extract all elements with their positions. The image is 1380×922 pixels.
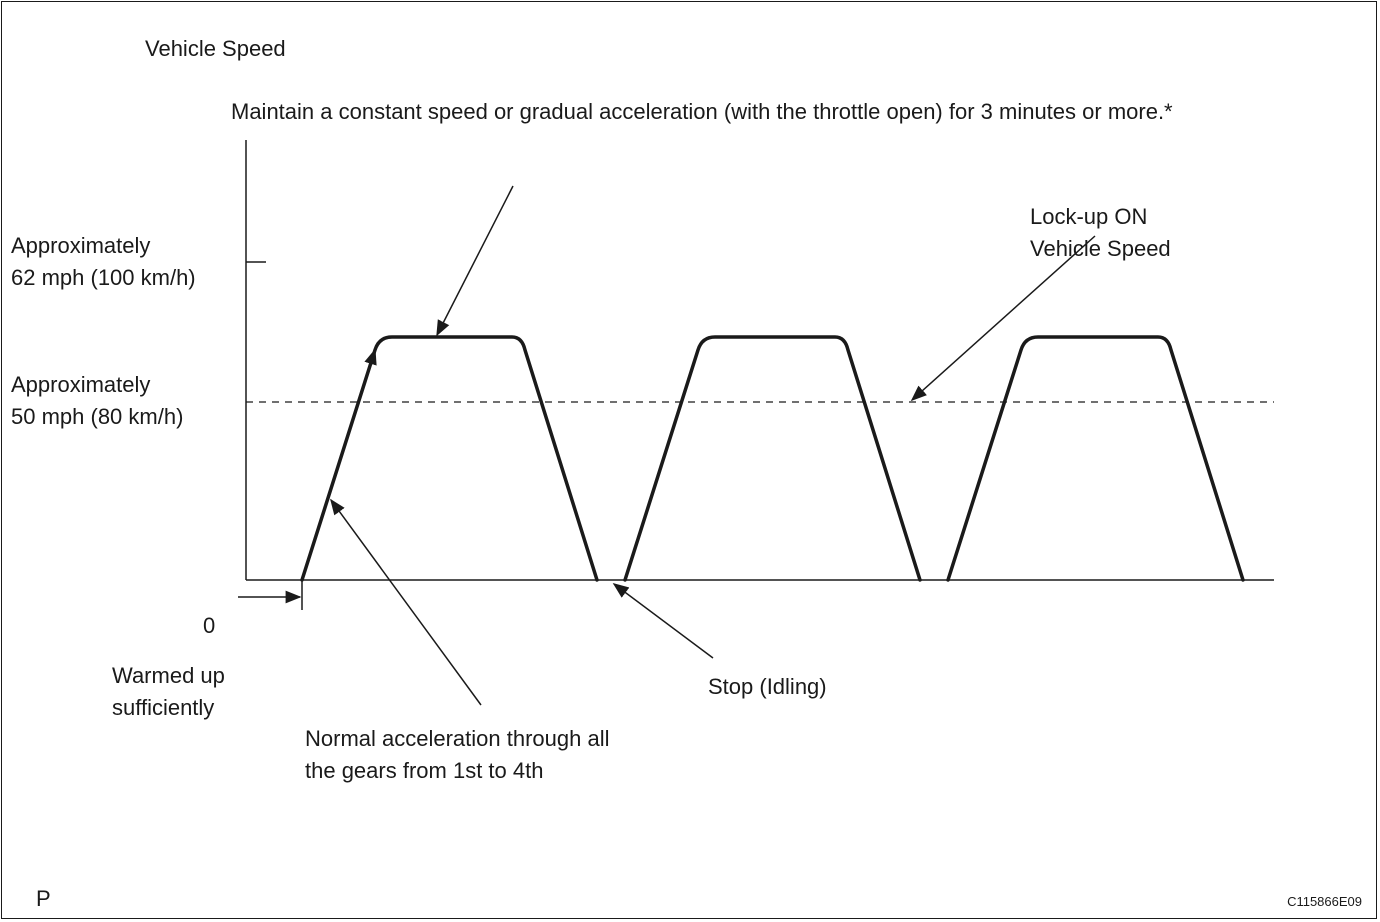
stop-arrow — [612, 583, 714, 659]
speed-cycle-3 — [946, 335, 1245, 582]
constant-speed-arrow — [436, 185, 514, 337]
speed-50-label-line2: 50 mph (80 km/h) — [11, 404, 183, 429]
y-axis-title: Vehicle Speed — [145, 36, 286, 61]
constant-speed-note: Maintain a constant speed or gradual acc… — [231, 99, 1173, 124]
figure-id: C115866E09 — [1287, 894, 1362, 909]
speed-62-label-line1: Approximately — [11, 233, 150, 258]
warmed-label-line2: sufficiently — [112, 695, 214, 720]
acceleration-arrow — [330, 498, 482, 706]
stop-label: Stop (Idling) — [708, 674, 827, 699]
speed-62-label-line2: 62 mph (100 km/h) — [11, 265, 196, 290]
speed-cycle-2 — [623, 335, 922, 582]
acceleration-label-line2: the gears from 1st to 4th — [305, 758, 543, 783]
lockup-label-line1: Lock-up ON — [1030, 204, 1147, 229]
warmed-label-line1: Warmed up — [112, 663, 225, 688]
zero-label: 0 — [203, 613, 215, 638]
lockup-label-line2: Vehicle Speed — [1030, 236, 1171, 261]
lockup-arrow — [910, 235, 1096, 402]
acceleration-arrow-upper — [354, 348, 377, 412]
corner-mark-left: P — [36, 886, 51, 911]
acceleration-label-line1: Normal acceleration through all — [305, 726, 610, 751]
speed-50-label-line1: Approximately — [11, 372, 150, 397]
speed-cycle-1 — [300, 335, 599, 582]
